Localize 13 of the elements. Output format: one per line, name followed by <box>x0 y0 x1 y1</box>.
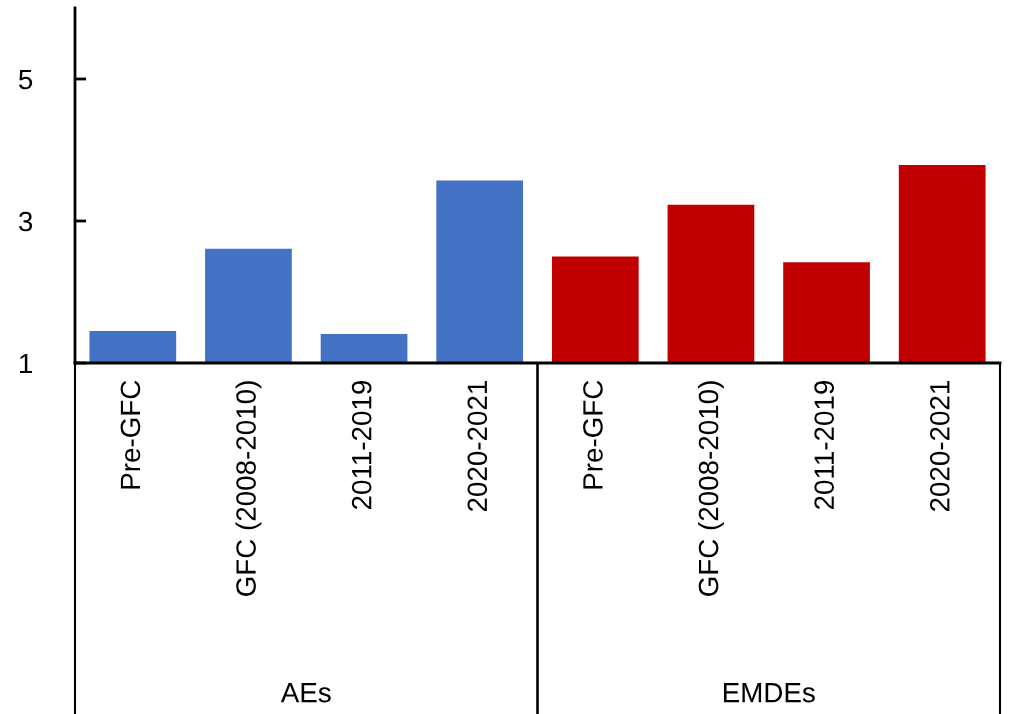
x-tick-label: 2020-2021 <box>467 381 488 512</box>
text: AEs <box>280 683 331 703</box>
x-tick-label: Pre-GFC <box>120 380 141 489</box>
y-tick-label: 1 <box>20 353 32 374</box>
y-tick-label: 5 <box>19 69 33 90</box>
x-tick-label: 2011-2019 <box>814 380 835 510</box>
text: EMDEs <box>723 683 815 703</box>
x-tick-label: GFC (2008-2010) <box>697 381 724 596</box>
x-tick-label: 2020-2021 <box>929 381 950 512</box>
x-tick-label: GFC (2008-2010) <box>235 381 262 596</box>
x-tick-label: Pre-GFC <box>583 380 603 489</box>
x-tick-label: 2011-2019 <box>351 380 372 510</box>
y-tick-label: 3 <box>18 211 33 232</box>
